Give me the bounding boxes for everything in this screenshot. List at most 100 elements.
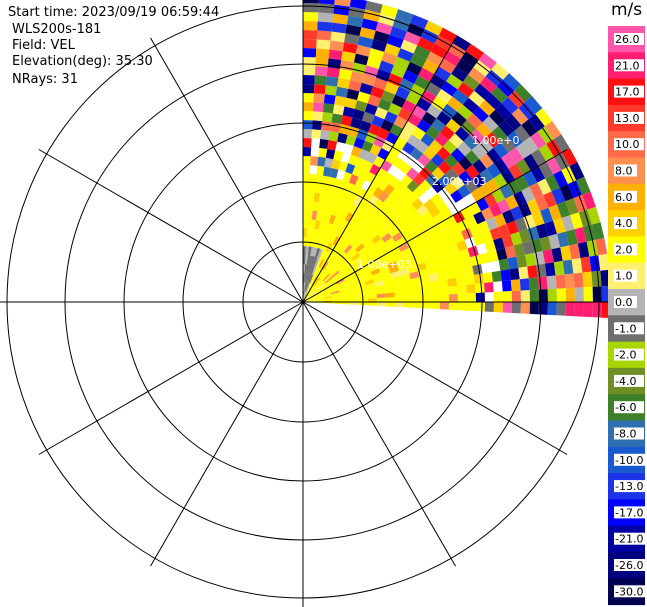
velocity-cell [344, 97, 358, 109]
velocity-cell [318, 147, 328, 158]
velocity-cell [323, 275, 332, 283]
velocity-cell [331, 296, 341, 299]
velocity-cell [372, 272, 382, 280]
velocity-cell [412, 173, 426, 187]
velocity-cell [320, 240, 327, 250]
velocity-cell [430, 193, 443, 206]
velocity-cell [313, 299, 323, 302]
velocity-cell [364, 279, 375, 286]
velocity-cell [361, 236, 372, 247]
velocity-cell [387, 242, 399, 252]
velocity-cell [495, 103, 512, 120]
velocity-cell [346, 261, 356, 270]
velocity-cell [485, 132, 501, 148]
velocity-cell [322, 250, 329, 261]
colorbar-label: 6.0 [615, 191, 633, 204]
velocity-cell [375, 68, 391, 82]
velocity-cell [562, 259, 574, 275]
velocity-cell [426, 51, 444, 67]
velocity-cell [362, 111, 375, 124]
velocity-cell [424, 259, 436, 269]
velocity-cell [316, 165, 325, 176]
velocity-cell [394, 181, 407, 194]
velocity-cell [318, 3, 335, 14]
colorbar-label: 13.0 [615, 112, 640, 125]
velocity-cell [421, 288, 431, 296]
velocity-cell [306, 255, 311, 265]
azimuth-line [150, 37, 304, 303]
velocity-cell [313, 295, 323, 300]
velocity-cell [349, 266, 360, 274]
velocity-cell [323, 194, 332, 205]
velocity-cell [303, 156, 311, 166]
velocity-cell [574, 287, 584, 302]
colorbar-label: 0.0 [615, 296, 633, 309]
velocity-cell [317, 281, 325, 289]
velocity-cell [344, 33, 360, 45]
velocity-cell [468, 67, 486, 84]
velocity-cell [592, 286, 602, 302]
velocity-cell [345, 24, 362, 36]
velocity-cell [457, 302, 467, 311]
velocity-cell [359, 120, 372, 133]
velocity-cell [485, 69, 504, 87]
velocity-cell [410, 277, 421, 285]
velocity-cell [328, 283, 337, 289]
velocity-cell [310, 156, 319, 166]
velocity-cell [412, 295, 422, 302]
range-grid [0, 0, 608, 607]
velocity-cell [450, 147, 466, 163]
velocity-cell [582, 191, 596, 210]
velocity-cell [529, 302, 539, 315]
velocity-cell [377, 127, 390, 140]
velocity-cell [315, 48, 330, 59]
velocity-cell [303, 111, 313, 121]
velocity-cell [335, 249, 344, 259]
velocity-cell [314, 238, 320, 248]
velocity-cell [417, 153, 431, 167]
velocity-cell [439, 246, 451, 257]
velocity-cell [383, 183, 395, 196]
velocity-cell [493, 173, 508, 189]
velocity-cell [325, 242, 333, 253]
velocity-cell [518, 101, 536, 120]
velocity-cell [410, 227, 422, 238]
velocity-cell [341, 269, 350, 277]
velocity-cell [334, 276, 344, 283]
velocity-cell [487, 250, 499, 263]
velocity-cell [403, 296, 413, 302]
velocity-cell [306, 282, 311, 292]
velocity-cell [514, 217, 528, 232]
velocity-cell [353, 137, 365, 149]
velocity-cell [393, 115, 408, 129]
velocity-cell [429, 280, 440, 289]
velocity-cell [428, 242, 440, 253]
velocity-cell [468, 202, 482, 216]
velocity-cell [381, 51, 398, 65]
velocity-cell [313, 297, 323, 301]
azimuth-line [302, 301, 456, 567]
velocity-cell [343, 232, 352, 243]
colorbar-label: -8.0 [615, 428, 636, 441]
velocity-cell [352, 240, 362, 250]
velocity-cell [380, 246, 391, 256]
velocity-cell [304, 295, 312, 301]
velocity-cell [332, 258, 341, 268]
velocity-cell [349, 299, 359, 302]
range-ring-label: 2.00e+03 [432, 175, 486, 188]
velocity-cell [357, 288, 368, 294]
velocity-cell [397, 107, 412, 122]
velocity-cell [307, 246, 312, 256]
velocity-cell [419, 275, 430, 284]
velocity-cell [313, 228, 319, 239]
velocity-cell [382, 251, 393, 261]
velocity-cell [346, 15, 364, 28]
velocity-cell [519, 278, 530, 291]
velocity-cell [422, 252, 434, 263]
velocity-cell [465, 215, 478, 228]
velocity-cell [308, 255, 313, 265]
azimuth-line [302, 149, 568, 303]
velocity-cell [303, 291, 307, 301]
velocity-cell [407, 265, 418, 274]
velocity-cell [311, 237, 317, 248]
